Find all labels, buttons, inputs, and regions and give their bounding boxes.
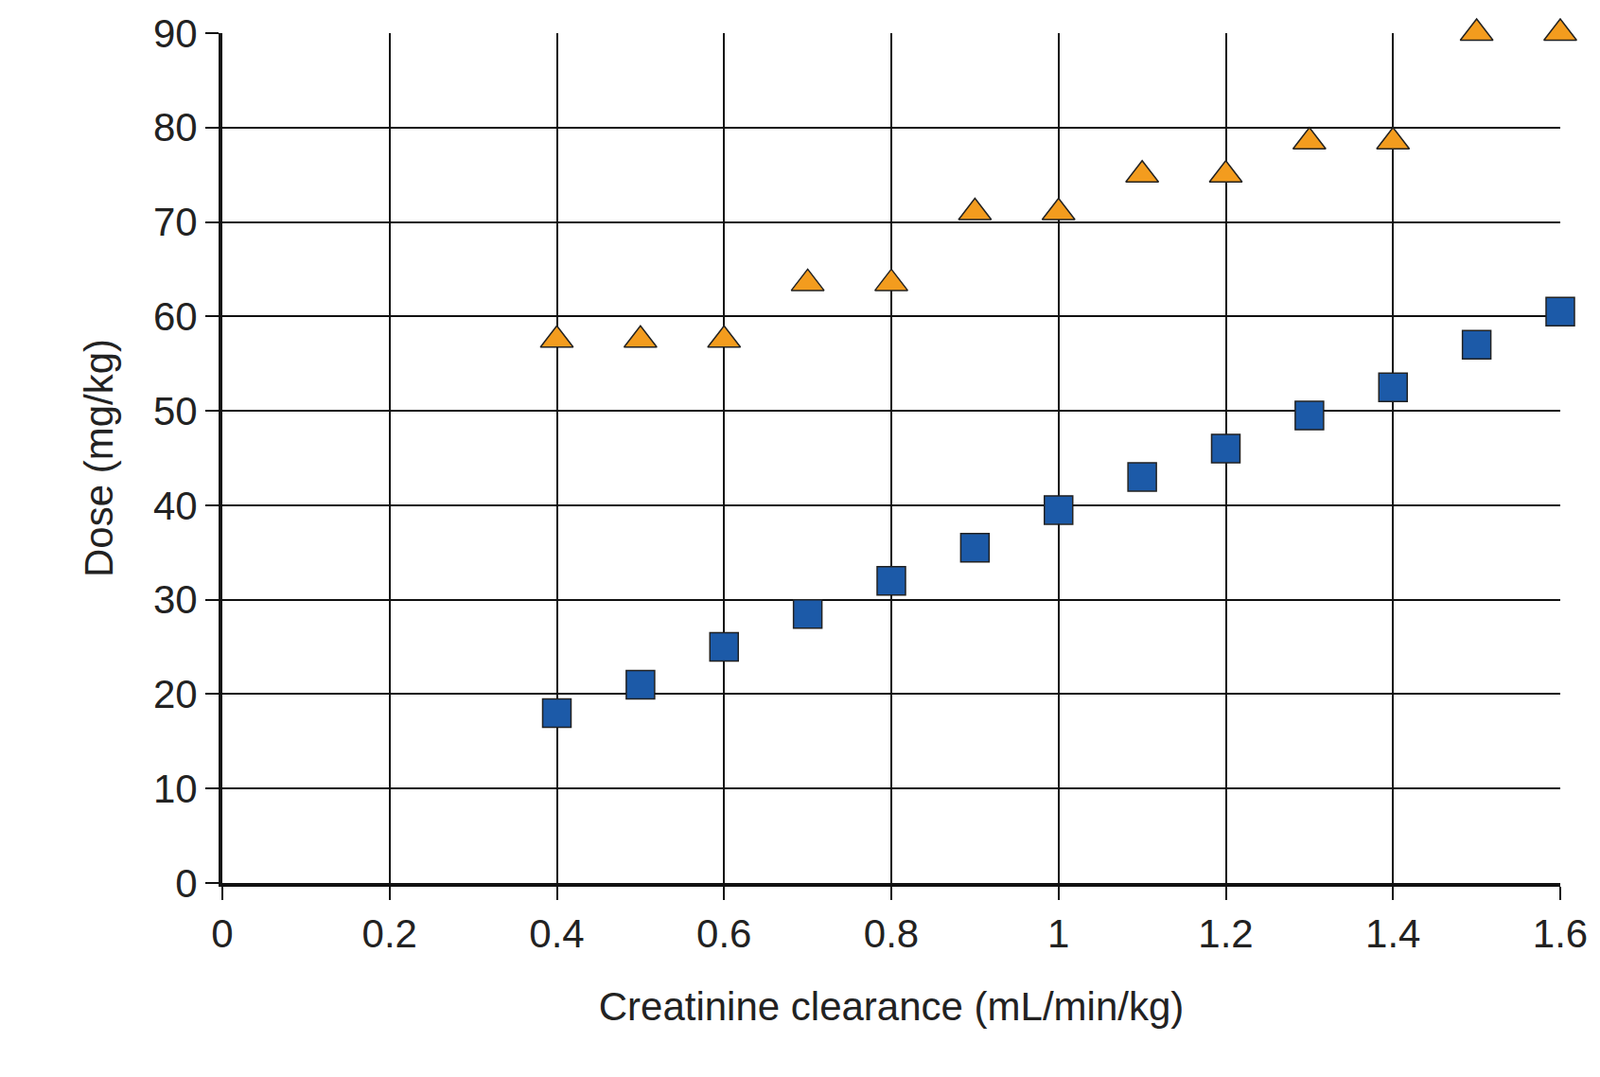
svg-text:1.4: 1.4	[1365, 911, 1421, 956]
svg-text:50: 50	[153, 388, 198, 434]
svg-text:1: 1	[1047, 911, 1070, 956]
svg-text:0.4: 0.4	[528, 911, 584, 956]
svg-text:0.2: 0.2	[362, 911, 418, 956]
svg-text:0: 0	[210, 911, 233, 956]
svg-text:80: 80	[153, 105, 198, 150]
svg-text:40: 40	[153, 483, 198, 528]
svg-text:0: 0	[175, 861, 197, 906]
svg-text:1.6: 1.6	[1532, 911, 1588, 956]
svg-text:30: 30	[153, 577, 198, 622]
svg-text:Creatinine clearance (mL/min/k: Creatinine clearance (mL/min/kg)	[598, 984, 1185, 1029]
svg-text:Dose (mg/kg): Dose (mg/kg)	[76, 338, 122, 578]
svg-text:90: 90	[153, 11, 198, 56]
svg-text:10: 10	[153, 766, 198, 811]
svg-text:1.2: 1.2	[1197, 911, 1253, 956]
svg-text:20: 20	[153, 671, 198, 717]
svg-text:70: 70	[153, 199, 198, 245]
svg-text:0.8: 0.8	[863, 911, 919, 956]
svg-text:0.6: 0.6	[696, 911, 752, 956]
svg-text:60: 60	[153, 294, 198, 339]
